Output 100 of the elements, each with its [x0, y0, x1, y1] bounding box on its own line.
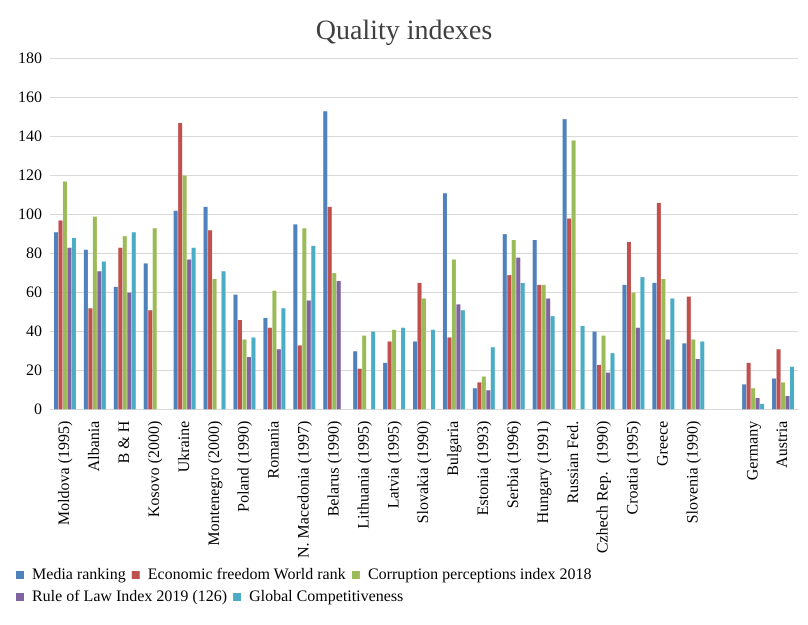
legend-label: Economic freedom World rank: [148, 566, 346, 584]
bar: [204, 206, 208, 410]
bar: [546, 298, 550, 410]
x-tick-label: Hungary (1991): [534, 420, 552, 524]
bar: [442, 193, 447, 410]
bar: [392, 330, 396, 410]
bar: [447, 338, 452, 410]
y-tick-label: 100: [18, 206, 42, 223]
bar: [482, 376, 486, 410]
bar: [422, 298, 426, 410]
bar: [302, 228, 306, 410]
bar: [323, 111, 328, 410]
bar: [62, 181, 67, 410]
bar: [353, 351, 358, 410]
bar: [452, 260, 456, 410]
bar: [666, 339, 670, 410]
x-tick-label: Romania: [266, 420, 283, 478]
bar: [306, 300, 311, 410]
bar: [626, 242, 631, 410]
bar: [537, 284, 542, 410]
legend-label: Global Competitiveness: [249, 588, 404, 606]
bar: [772, 378, 776, 410]
x-tick-label: Slovakia (1990): [415, 420, 432, 524]
bar: [72, 238, 76, 410]
bar: [358, 368, 362, 410]
bar: [118, 248, 122, 410]
bar: [192, 248, 196, 410]
x-tick-label: Belarus (1990): [325, 420, 342, 516]
legend-label: Rule of Law Index 2019 (126): [32, 588, 228, 606]
bar: [670, 298, 674, 410]
y-tick-label: 140: [18, 128, 42, 145]
bar: [212, 279, 217, 410]
bar: [512, 240, 516, 410]
bar: [746, 362, 751, 410]
x-tick-label: Ukraine: [176, 420, 193, 472]
y-tick-label: 0: [34, 400, 42, 418]
chart-title: Quality indexes: [316, 15, 492, 46]
bar: [293, 224, 298, 410]
bar: [567, 218, 572, 410]
x-tick-label: Albania: [86, 420, 104, 472]
bar: [182, 176, 187, 410]
bar: [401, 328, 406, 410]
bar: [88, 308, 92, 410]
bar: [532, 240, 537, 410]
bar: [263, 318, 268, 410]
bar: [602, 336, 606, 410]
x-tick-label: Slovenia (1990): [684, 420, 702, 524]
x-tick-label: B & H: [116, 420, 134, 464]
bar: [520, 282, 525, 410]
bar: [152, 228, 157, 410]
x-tick-label: Serbia (1996): [504, 420, 522, 508]
bar: [686, 296, 691, 410]
bar: [502, 234, 507, 410]
bar: [242, 339, 246, 410]
bar: [636, 328, 640, 410]
y-tick-label: 60: [26, 284, 42, 301]
x-tick-label: Lithuania (1995): [355, 420, 372, 529]
bar: [311, 246, 316, 410]
x-tick-label: N. Macedonia (1997): [296, 420, 313, 558]
bar: [516, 258, 520, 410]
bar: [272, 290, 276, 410]
y-tick-label: 120: [18, 166, 42, 184]
x-tick-label: Germany: [744, 420, 762, 480]
bar: [178, 122, 182, 410]
bar: [97, 271, 102, 410]
bar: [122, 236, 127, 410]
bar: [592, 332, 597, 410]
x-tick-label: Austria: [774, 420, 792, 468]
bar: [383, 362, 388, 410]
bar: [507, 275, 512, 410]
bar: [652, 282, 656, 410]
bar: [542, 284, 546, 410]
bar: [417, 282, 422, 410]
bar: [631, 292, 636, 410]
bar: [102, 261, 106, 410]
bar: [691, 339, 696, 410]
bar: [597, 364, 602, 410]
bar: [486, 390, 490, 410]
bar: [413, 341, 418, 410]
bar: [132, 232, 136, 410]
bar: [233, 294, 238, 410]
bar: [760, 404, 764, 410]
bar: [187, 260, 192, 410]
x-tick-label: Greece: [654, 420, 672, 466]
bar: [127, 292, 132, 410]
bar: [388, 341, 392, 410]
y-tick-label: 20: [26, 362, 42, 379]
bar: [781, 382, 786, 410]
bar: [776, 349, 781, 410]
bar: [430, 330, 435, 410]
bar: [786, 396, 790, 410]
bar: [67, 248, 72, 410]
bar: [456, 304, 460, 410]
bar: [742, 384, 746, 410]
bar: [238, 320, 242, 410]
bar: [144, 263, 148, 410]
bar: [477, 382, 482, 410]
bar: [640, 277, 644, 410]
bar: [460, 310, 465, 410]
bar: [298, 345, 302, 410]
